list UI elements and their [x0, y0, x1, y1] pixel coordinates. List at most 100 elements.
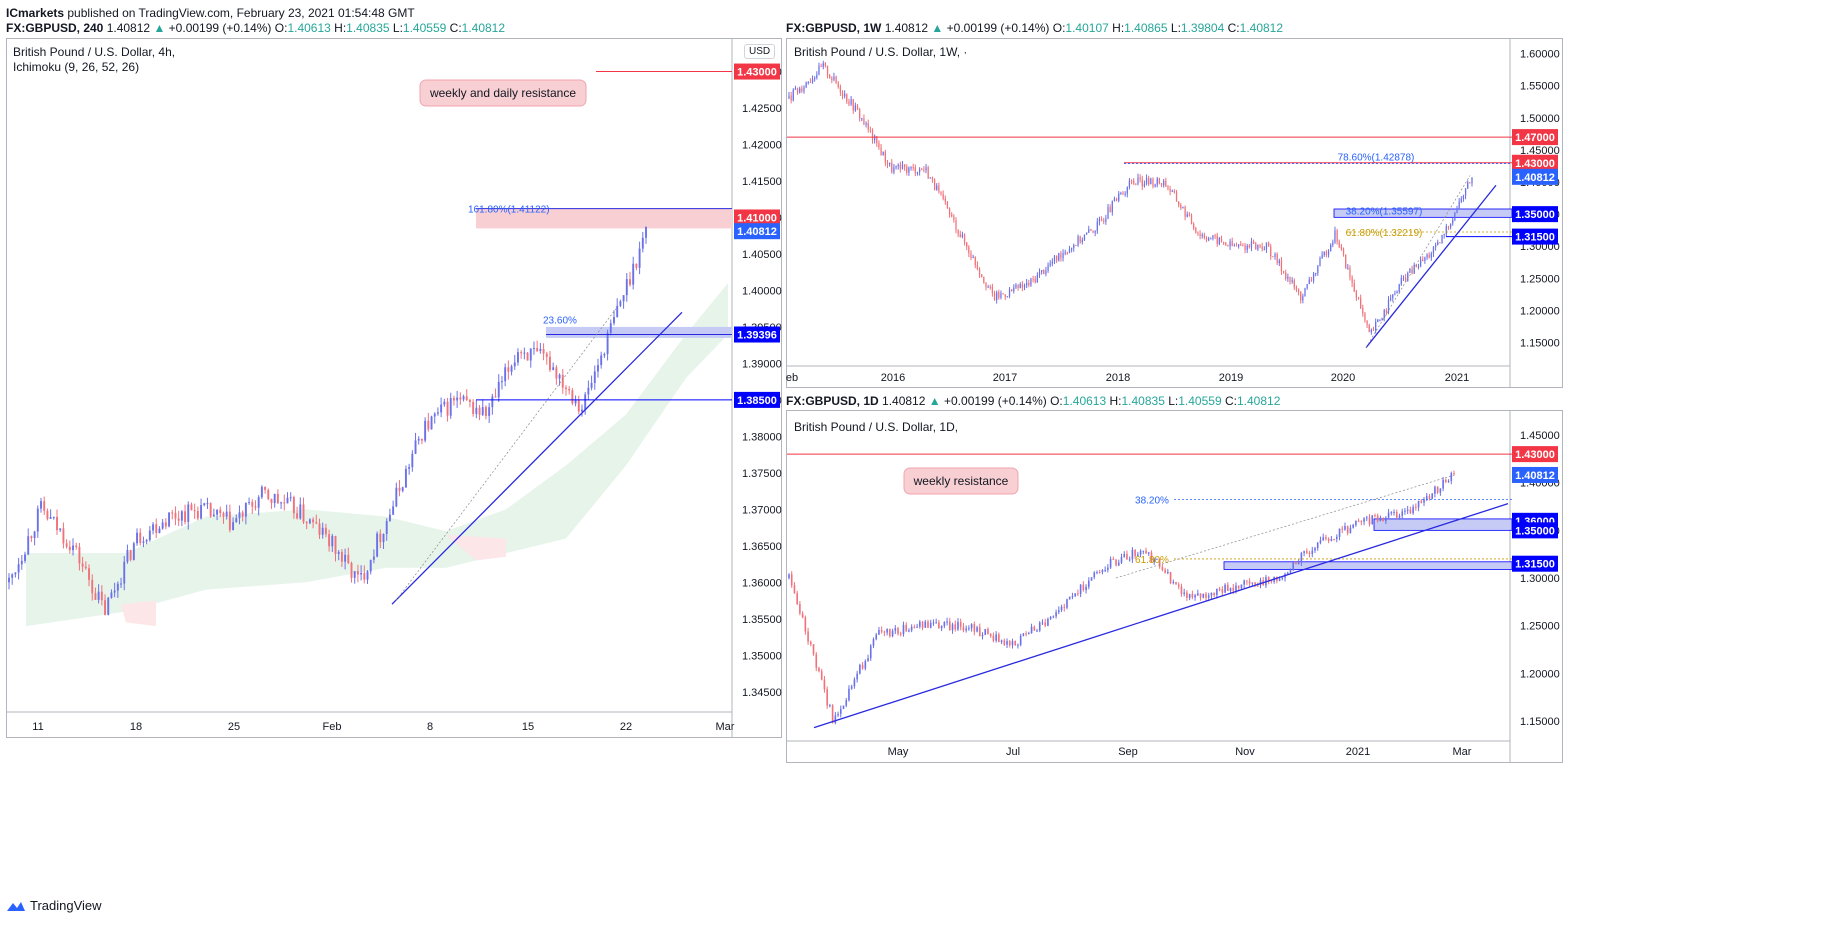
h4-candle — [408, 467, 411, 469]
d1-candle — [951, 624, 954, 631]
h4-candle — [424, 420, 427, 441]
w1-candle — [1094, 231, 1096, 233]
h4-indicator-label[interactable]: Ichimoku (9, 26, 52, 26) — [13, 60, 140, 74]
d1-candle — [790, 574, 793, 586]
w1-candle — [1248, 245, 1250, 248]
h4-candle — [440, 404, 443, 413]
d1-high: 1.40835 — [1121, 394, 1165, 408]
publisher-name[interactable]: ICmarkets — [6, 6, 65, 20]
w1-price-tag — [1512, 206, 1558, 223]
w1-candle — [1137, 177, 1139, 184]
w1-candle — [1055, 255, 1058, 261]
w1-candle — [974, 256, 976, 266]
w1-candle — [805, 82, 807, 88]
h4-candle — [334, 535, 337, 554]
tradingview-footer[interactable]: TradingView — [6, 898, 102, 913]
w1-candle — [1096, 221, 1098, 232]
publish-line: ICmarkets published on TradingView.com, … — [6, 6, 415, 20]
w1-x-tick-label: 2021 — [1445, 372, 1469, 384]
w1-candle — [996, 292, 998, 301]
h4-candle — [184, 511, 187, 522]
h4-support-zone — [546, 326, 732, 338]
d1-candle — [965, 628, 967, 631]
h4-chart[interactable]: 1.43000 1.42500 1.42000 1.41500 1.41000 1.405… — [6, 38, 782, 738]
w1-candle — [1285, 272, 1287, 279]
h4-candle — [344, 554, 347, 562]
h4-candle — [62, 528, 65, 544]
h4-candle — [209, 503, 212, 517]
w1-candle — [1325, 251, 1328, 256]
h4-price-tag-label: 1.40812 — [737, 226, 777, 238]
d1-candle — [1254, 582, 1256, 585]
w1-symbol[interactable]: FX:GBPUSD, 1W — [786, 21, 882, 35]
w1-candle — [1032, 278, 1034, 280]
h4-candle — [139, 532, 142, 543]
d1-symbol[interactable]: FX:GBPUSD, 1D — [786, 394, 879, 408]
w1-candle — [1381, 317, 1383, 320]
d1-candle — [1371, 515, 1374, 525]
h4-candle — [305, 522, 308, 524]
h4-candle — [584, 394, 587, 410]
w1-y-tick-label: 1.45000 — [1520, 145, 1560, 157]
d1-annotation-bubble — [903, 467, 1019, 495]
w1-candle — [1148, 178, 1150, 185]
w1-candle — [1449, 223, 1452, 228]
w1-fib-786-label: 78.60%(1.42878) — [1338, 153, 1415, 164]
h4-candle — [641, 237, 644, 249]
d1-candle — [872, 639, 875, 646]
d1-candle — [894, 628, 897, 631]
d1-candle — [1316, 542, 1319, 549]
w1-candle — [856, 105, 859, 110]
d1-candle — [1194, 595, 1196, 598]
h4-candle — [8, 577, 10, 583]
d1-candle — [938, 622, 940, 629]
w1-candle — [991, 286, 994, 294]
h4-chart-title: British Pound / U.S. Dollar, 4h, — [13, 45, 176, 59]
h4-symbol[interactable]: FX:GBPUSD, 240 — [6, 21, 104, 35]
d1-candle — [1188, 594, 1191, 598]
w1-candle — [963, 234, 966, 243]
w1-candle — [955, 220, 957, 231]
w1-candle — [989, 286, 991, 288]
w1-candle — [867, 123, 869, 130]
d1-candle — [1385, 517, 1387, 522]
currency-button[interactable]: USD — [744, 44, 776, 59]
w1-candle — [1377, 319, 1379, 323]
h4-candle — [104, 600, 106, 615]
w1-candle — [801, 88, 803, 92]
w1-candle — [938, 185, 940, 192]
w1-candle — [1357, 297, 1360, 299]
d1-candle — [1112, 559, 1115, 561]
h4-candle — [398, 487, 401, 491]
h4-candle — [401, 487, 404, 491]
d1-y-tick-label: 1.25000 — [1520, 621, 1560, 633]
w1-candle — [1364, 313, 1366, 321]
d1-candle — [867, 658, 869, 662]
w1-candle — [1458, 201, 1460, 209]
w1-candle — [1422, 259, 1424, 262]
d1-candle — [1134, 549, 1136, 557]
h4-candle — [491, 396, 494, 408]
d1-candle — [1066, 599, 1068, 608]
d1-candle — [1453, 473, 1455, 475]
w1-candle — [816, 74, 818, 78]
w1-candle — [998, 292, 1000, 298]
w1-candle — [1141, 179, 1143, 187]
h4-candle — [353, 571, 356, 578]
d1-candle — [1243, 580, 1245, 585]
w1-candle — [897, 164, 899, 167]
d1-chart[interactable]: 1.450001.400001.350001.300001.250001.200… — [786, 410, 1563, 763]
h4-candle — [360, 573, 363, 575]
d1-candle — [1300, 553, 1303, 563]
w1-chart[interactable]: 1.600001.550001.500001.450001.400001.350… — [786, 38, 1563, 388]
h4-candle — [616, 305, 619, 318]
d1-candle — [1041, 622, 1044, 624]
h4-symbol-line: FX:GBPUSD, 240 1.40812 ▲ +0.00199 (+0.14… — [6, 21, 506, 35]
d1-candle — [834, 715, 837, 724]
w1-candle — [1079, 236, 1081, 243]
h4-candle — [446, 401, 449, 416]
w1-candle — [1107, 207, 1109, 219]
w1-price-tag-label: 1.43000 — [1515, 158, 1555, 170]
d1-fib-618-label: 61.80% — [1135, 555, 1169, 566]
d1-candle — [1306, 551, 1308, 553]
